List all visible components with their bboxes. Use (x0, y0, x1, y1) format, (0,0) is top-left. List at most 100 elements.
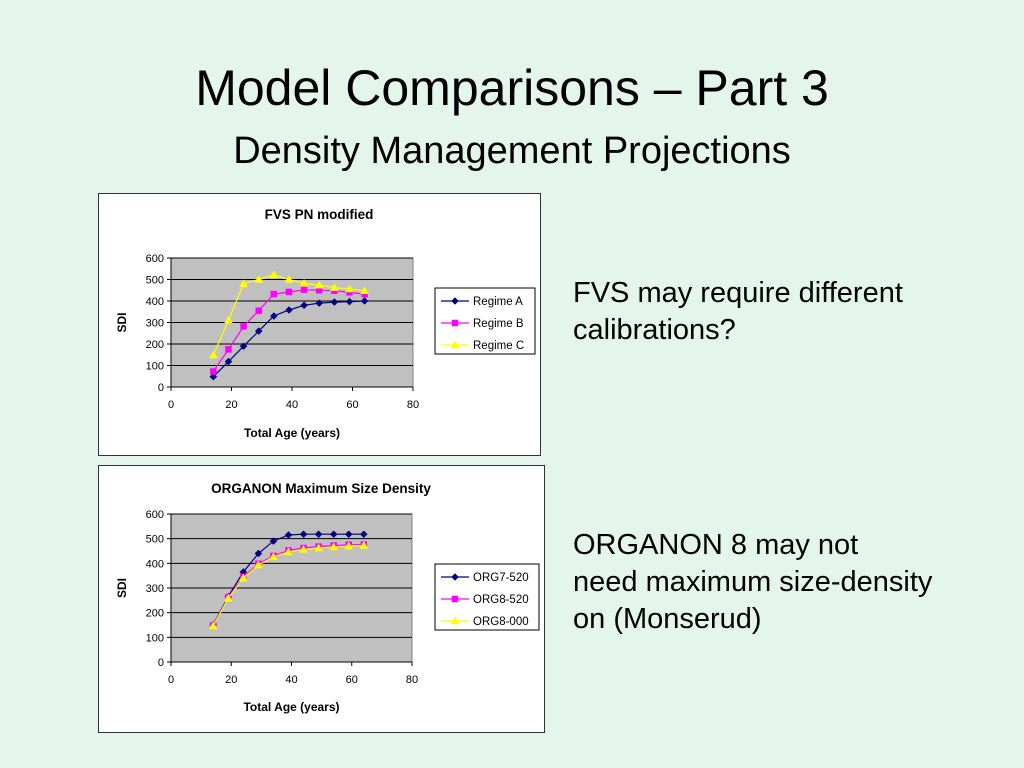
chart2-y-tick-label: 500 (146, 534, 164, 546)
chart1-legend-marker (450, 340, 460, 349)
chart2-data-point (238, 573, 248, 582)
chart2-data-point (269, 537, 278, 545)
chart1-data-point (240, 323, 247, 330)
chart1-data-point (345, 297, 354, 306)
chart1-data-point (330, 298, 339, 306)
chart2-data-point (208, 621, 218, 630)
chart1-data-point (210, 368, 217, 375)
chart1-data-point (285, 306, 293, 314)
chart1-data-point (360, 297, 369, 305)
chart1-x-axis-label: Total Age (years) (244, 426, 340, 440)
chart2-data-point (329, 530, 338, 539)
chart2-x-axis-label: Total Age (years) (243, 700, 339, 714)
organon-chart-svg: ORGANON Maximum Size Density010020030040… (115, 481, 540, 714)
chart1-data-point (255, 307, 262, 314)
chart1-data-point (239, 342, 248, 351)
chart2-legend-marker (450, 616, 460, 625)
chart1-y-tick-label: 200 (146, 339, 164, 351)
chart1-legend: Regime A Regime B Regime C (434, 287, 536, 355)
fvs-note: FVS may require different calibrations? (573, 277, 903, 346)
chart1-data-point (315, 299, 324, 308)
chart1-data-point (254, 327, 263, 335)
organon-chart: ORGANON Maximum Size Density 0 100 200 300 40… (98, 465, 545, 733)
chart1-legend-marker (451, 319, 459, 327)
chart2-x-tick-label: 20 (225, 674, 237, 686)
chart2-legend-marker (451, 595, 459, 603)
chart2-data-point (284, 547, 293, 556)
chart2-series-3 (208, 541, 369, 630)
chart1-data-point (209, 372, 218, 381)
chart1-y-tick-label: 500 (146, 275, 164, 287)
chart2-data-point (268, 552, 278, 561)
chart2-data-point (223, 593, 233, 602)
chart2-data-point (329, 542, 339, 551)
chart1-data-point (345, 284, 354, 293)
chart1-data-point (300, 301, 308, 310)
chart1-legend-box (434, 287, 536, 355)
chart1-x-tick-label: 40 (286, 399, 298, 411)
chart1-y-tick-label: 100 (146, 361, 164, 373)
chart1-title: FVS PN modified (265, 207, 374, 222)
chart1-series-3 (208, 270, 370, 359)
chart1-legend-label: Regime C (473, 340, 524, 352)
chart2-legend-label: ORG8-000 (473, 616, 529, 628)
chart1-y-axis-label: SDI (115, 312, 129, 332)
chart1-x-tick-label: 80 (407, 399, 419, 411)
chart2-title: ORGANON Maximum Size Density (211, 481, 431, 496)
chart2-x-tick-label: 40 (285, 674, 297, 686)
chart2-data-point (344, 530, 353, 539)
chart1-data-point (329, 283, 339, 291)
chart2-data-point (314, 530, 323, 539)
chart2-data-point (314, 543, 324, 552)
chart2-data-point (344, 541, 354, 550)
chart1-data-point (254, 274, 264, 283)
chart2-x-tick-label: 60 (346, 674, 358, 686)
chart1-x-tick-label: 60 (346, 399, 358, 411)
chart1-data-point (208, 350, 218, 359)
chart2-data-point (359, 530, 368, 539)
chart2-x-tick-label: 0 (168, 674, 174, 686)
chart1-data-point (224, 315, 233, 324)
chart1-data-point (269, 270, 279, 279)
chart1-data-point (284, 274, 294, 283)
chart1-series-2 (210, 286, 368, 375)
chart2-y-tick-label: 600 (146, 509, 164, 521)
chart1-legend-label: Regime A (473, 296, 523, 308)
chart2-data-point (359, 541, 369, 549)
chart1-data-point (224, 357, 233, 366)
chart1-y-tick-label: 0 (158, 382, 164, 394)
chart2-legend-label: ORG7-520 (473, 572, 529, 584)
chart2-legend: ORG7-520 ORG8-520 ORG8-000 (434, 563, 540, 631)
chart1-data-point (285, 288, 293, 296)
chart1-legend-label: Regime B (473, 318, 524, 330)
chart2-legend-marker (451, 573, 459, 581)
chart2-legend-label: ORG8-520 (473, 594, 529, 606)
slide-subtitle: Density Management Projections (233, 130, 791, 172)
chart2-y-tick-label: 400 (146, 558, 164, 570)
chart1-data-point (270, 290, 278, 298)
chart2-y-tick-label: 0 (158, 657, 164, 669)
chart1-data-point (360, 286, 370, 294)
chart1-data-point (299, 278, 309, 287)
chart1-x-tick-label: 0 (168, 399, 174, 411)
chart2-data-point (284, 531, 293, 539)
chart1-y-tick-label: 300 (146, 318, 164, 330)
fvs-chart: FVS PN modified 0 100 200 300 400 500 600 0 20 40 6… (98, 193, 541, 456)
chart2-data-point (254, 549, 263, 558)
chart2-y-tick-label: 100 (146, 632, 164, 644)
chart1-data-point (239, 279, 249, 288)
chart1-data-point (269, 312, 278, 320)
slide-title: Model Comparisons – Part 3 (195, 60, 829, 116)
chart2-data-point (253, 560, 263, 569)
chart1-series-1 (209, 297, 369, 381)
chart2-y-tick-label: 200 (146, 608, 164, 620)
chart1-data-point (225, 346, 232, 353)
chart2-data-point (299, 545, 308, 553)
chart2-y-axis-label: SDI (115, 578, 129, 598)
chart1-y-tick-label: 600 (146, 253, 164, 265)
chart1-data-point (314, 280, 324, 289)
fvs-chart-svg: FVS PN modified 0 100 200 300 400 500 600 0 20 40 6… (115, 207, 536, 440)
chart2-data-point (299, 530, 308, 539)
chart1-legend-marker (451, 297, 459, 305)
chart2-x-tick-label: 80 (406, 674, 418, 686)
